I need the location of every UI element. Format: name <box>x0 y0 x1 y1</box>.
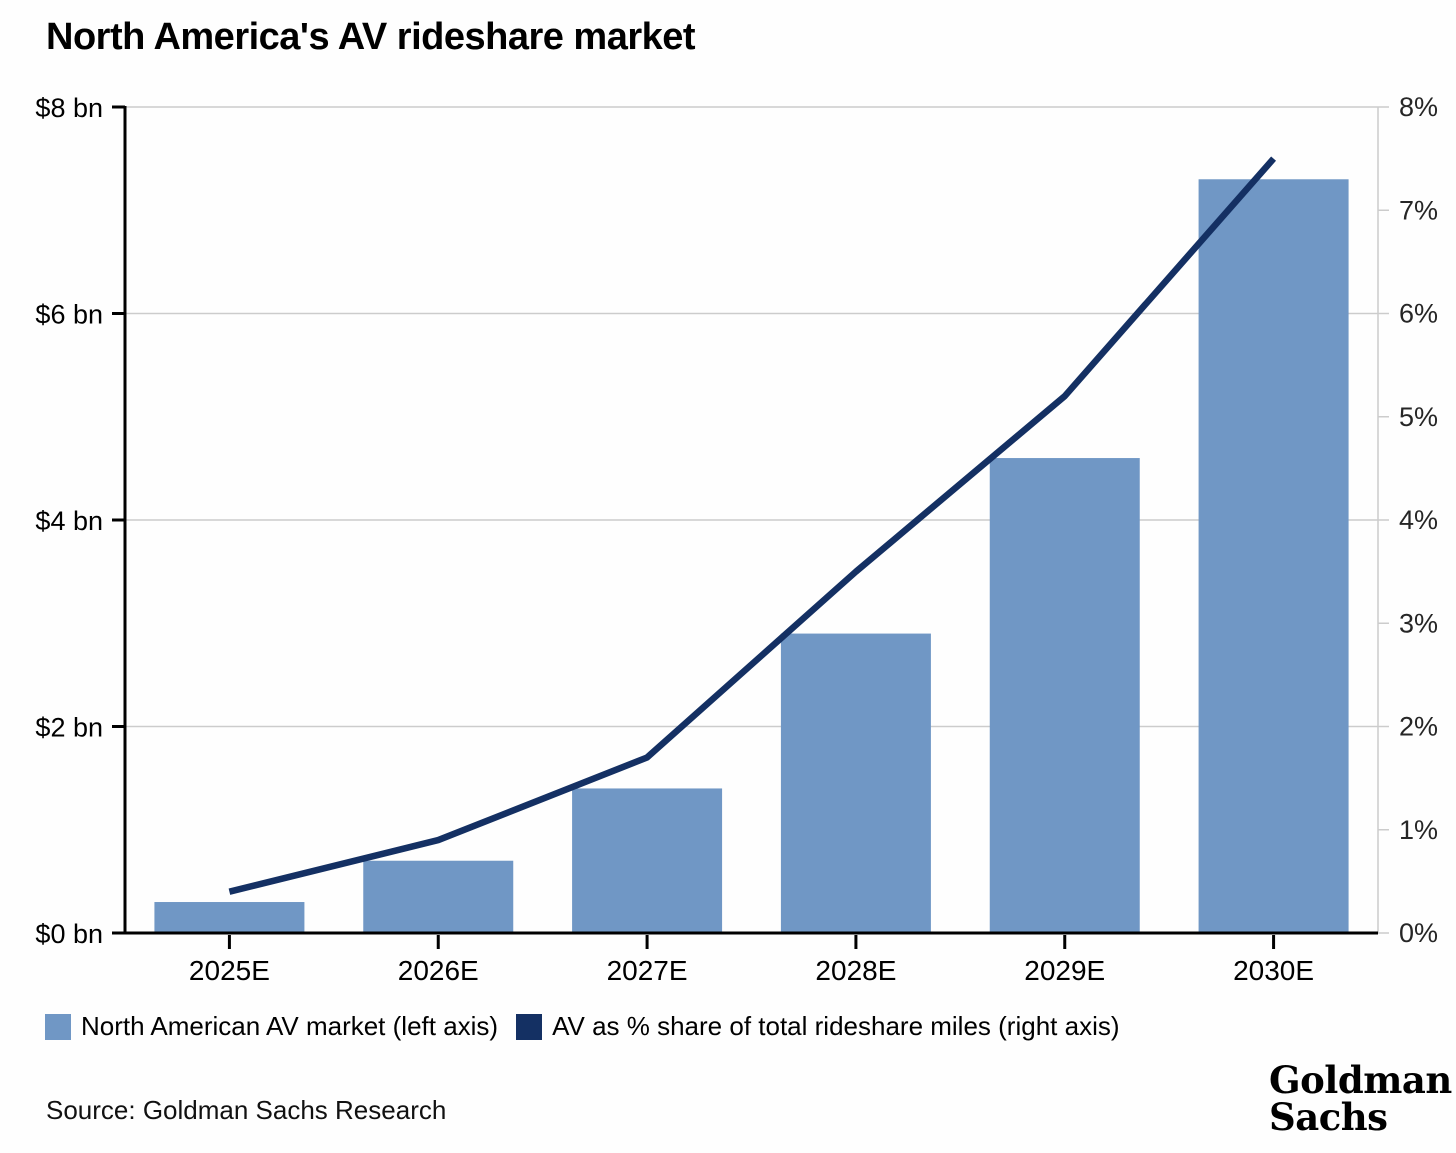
bar-2027E <box>572 788 723 933</box>
y-axis-label-right: 5% <box>1399 402 1438 432</box>
x-axis-label: 2027E <box>607 955 688 986</box>
page-title: North America's AV rideshare market <box>46 16 696 58</box>
bar-2026E <box>363 860 514 933</box>
chart-legend: North American AV market (left axis) AV … <box>45 1011 1120 1042</box>
bar-2029E <box>989 458 1140 933</box>
legend-swatch-av-share <box>516 1013 543 1040</box>
y-axis-label-right: 4% <box>1399 505 1438 535</box>
x-axis-label: 2025E <box>189 955 270 986</box>
legend-item-av-share: AV as % share of total rideshare miles (… <box>516 1011 1120 1042</box>
y-axis-label-left: $8 bn <box>35 93 103 123</box>
goldman-sachs-logo: Goldman Sachs <box>1269 1062 1452 1136</box>
x-axis-label: 2030E <box>1233 955 1314 986</box>
x-axis-label: 2026E <box>398 955 479 986</box>
y-axis-label-left: $2 bn <box>35 713 103 743</box>
legend-label-av-share: AV as % share of total rideshare miles (… <box>552 1011 1120 1041</box>
y-axis-label-left: $0 bn <box>35 919 103 949</box>
y-axis-label-left: $4 bn <box>35 506 103 536</box>
y-axis-label-right: 3% <box>1399 608 1438 638</box>
y-axis-label-right: 6% <box>1399 299 1438 329</box>
legend-swatch-av-market <box>45 1013 71 1040</box>
source-note: Source: Goldman Sachs Research <box>46 1095 447 1125</box>
av-rideshare-chart: 0% 1% 2% 3% 4% 5% 6% 7% 8% $0 bn $2 bn $4 bn $6 bn $8… <box>35 92 1438 986</box>
y-axis-label-right: 2% <box>1399 712 1438 742</box>
y-axis-label-right: 0% <box>1399 918 1438 948</box>
logo-line-1: Goldman <box>1269 1058 1452 1102</box>
y-axis-label-right: 7% <box>1399 195 1438 225</box>
bar-2028E <box>780 633 931 933</box>
y-axis-label-right: 1% <box>1399 815 1438 845</box>
legend-label-av-market: North American AV market (left axis) <box>81 1011 499 1041</box>
av-share-trend-line <box>228 156 1277 895</box>
logo-line-2: Sachs <box>1269 1095 1388 1139</box>
bar-2030E <box>1198 179 1349 933</box>
legend-item-av-market: North American AV market (left axis) <box>45 1011 498 1042</box>
x-axis-label: 2028E <box>815 955 896 986</box>
y-axis-label-left: $6 bn <box>35 300 103 330</box>
y-axis-label-right: 8% <box>1399 92 1438 122</box>
bar-2025E <box>154 902 305 933</box>
x-axis-label: 2029E <box>1024 955 1105 986</box>
